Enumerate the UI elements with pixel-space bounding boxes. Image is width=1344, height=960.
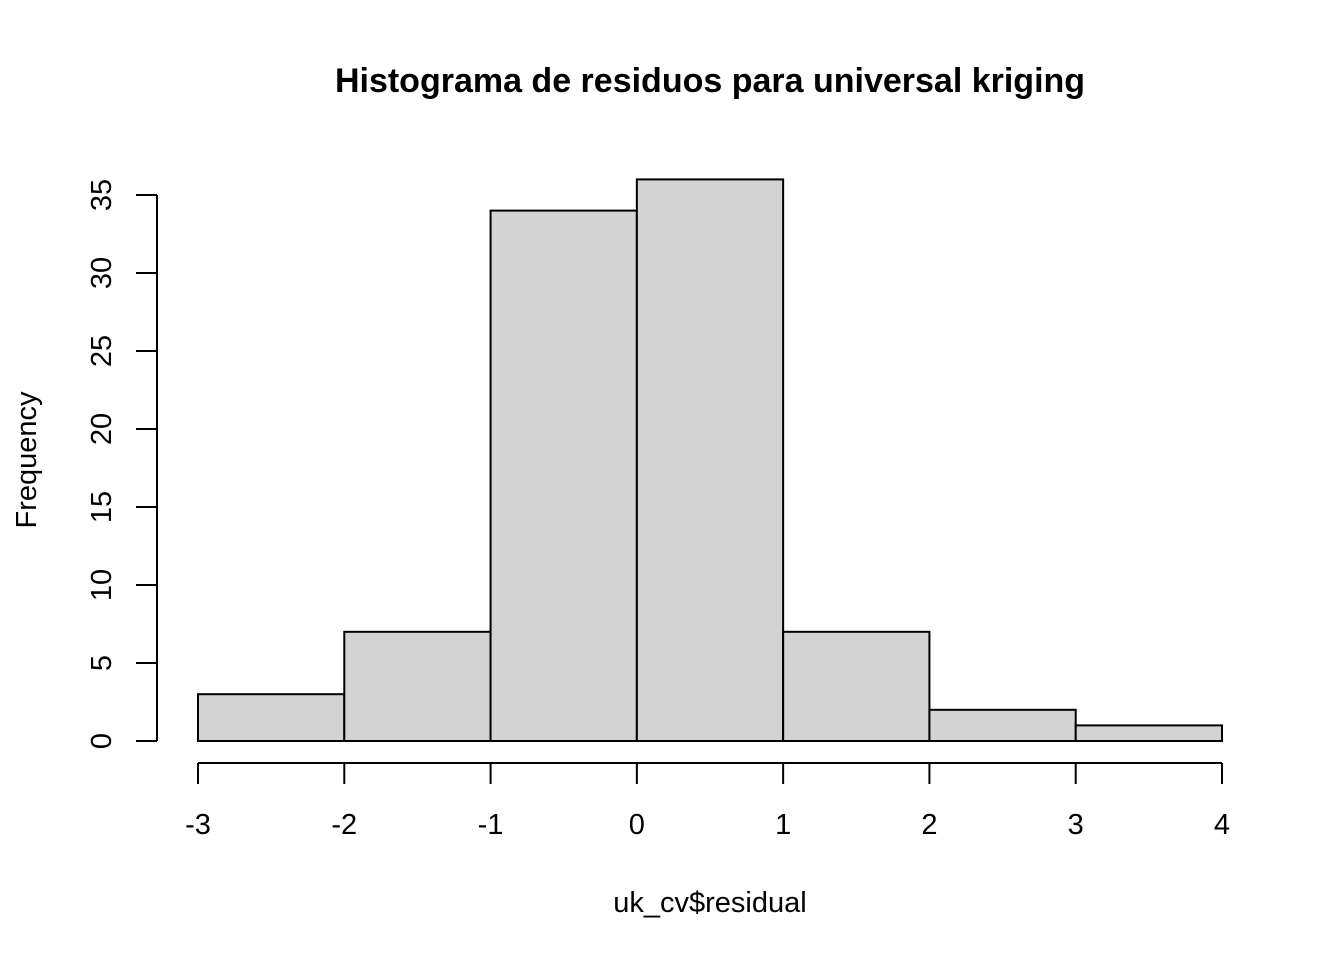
histogram-bar-6 (1074, 724, 1223, 743)
y-tick-label-6: 30 (86, 257, 118, 289)
x-tick-label-5: 2 (921, 809, 937, 841)
histogram-bar-5 (928, 708, 1077, 742)
y-tick-label-7: 35 (86, 179, 118, 211)
y-axis-label: Frequency (11, 391, 43, 529)
x-tick-label-0: -3 (185, 809, 211, 841)
x-tick-label-4: 1 (775, 809, 791, 841)
y-axis: 0 5 10 15 20 25 30 35 (86, 179, 158, 749)
x-tick-label-2: -1 (478, 809, 504, 841)
x-axis: -3 -2 -1 0 1 2 3 4 (185, 762, 1230, 841)
bars-group (197, 178, 1223, 743)
x-tick-label-7: 4 (1214, 809, 1230, 841)
x-axis-label: uk_cv$residual (613, 887, 806, 919)
y-tick-label-5: 25 (86, 335, 118, 367)
y-tick-label-0: 0 (86, 733, 118, 749)
histogram-bar-4 (782, 630, 931, 742)
y-tick-label-4: 20 (86, 413, 118, 445)
y-tick-label-3: 15 (86, 491, 118, 523)
y-tick-label-2: 10 (86, 569, 118, 601)
x-tick-label-3: 0 (629, 809, 645, 841)
x-tick-label-1: -2 (331, 809, 357, 841)
histogram-bar-0 (197, 693, 346, 743)
histogram-bar-1 (343, 630, 492, 742)
chart-title: Histograma de residuos para universal kr… (335, 62, 1085, 100)
histogram-bar-3 (635, 178, 785, 742)
histogram-bar-2 (489, 209, 638, 743)
y-tick-label-1: 5 (86, 655, 118, 671)
x-tick-label-6: 3 (1068, 809, 1084, 841)
